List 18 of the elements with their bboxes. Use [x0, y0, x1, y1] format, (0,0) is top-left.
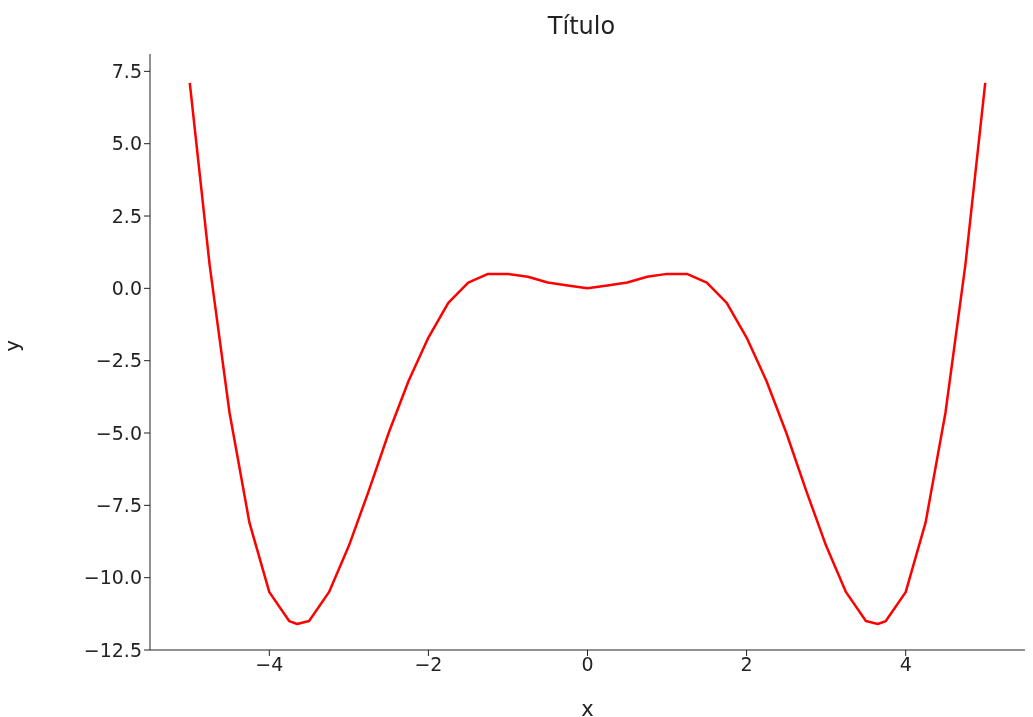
line-series [188, 81, 987, 626]
y-tick-label: 0.0 [111, 277, 142, 300]
y-tick-label: −2.5 [95, 349, 142, 372]
y-axis-title: y [0, 339, 25, 352]
x-tick-label: −4 [255, 653, 284, 676]
y-tick-label: 2.5 [111, 204, 142, 227]
y-tick-label: −12.5 [83, 638, 142, 661]
y-tick-label: −5.0 [95, 421, 142, 444]
y-tick-label: −7.5 [95, 494, 142, 517]
y-tick-label: 5.0 [111, 132, 142, 155]
x-axis-title: x [581, 697, 594, 717]
x-tick-label: −2 [414, 653, 443, 676]
y-tick-label: −10.0 [83, 566, 142, 589]
x-tick-label: 4 [899, 653, 912, 676]
chart-title: Título [546, 11, 617, 42]
x-tick-label: 2 [740, 653, 753, 676]
y-tick-label: 7.5 [111, 60, 142, 83]
x-tick-label: 0 [581, 653, 594, 676]
